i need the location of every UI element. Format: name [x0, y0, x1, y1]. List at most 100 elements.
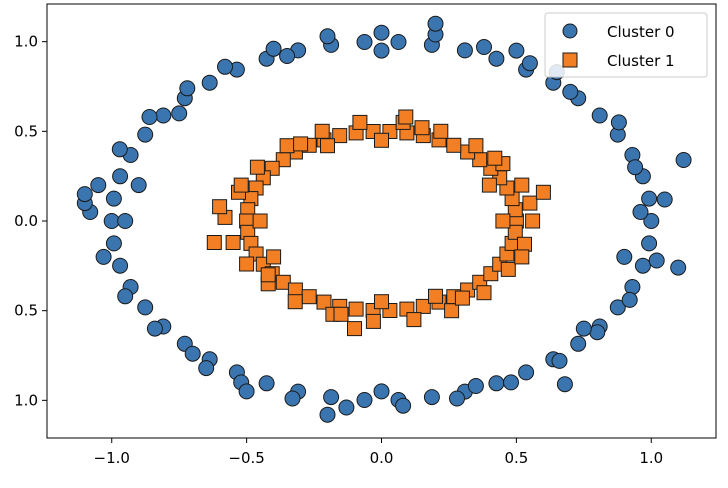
series-0-point-58 — [319, 28, 336, 45]
series-1-point-56 — [352, 114, 368, 130]
series-0-point-90 — [117, 213, 134, 229]
series-1-point-71 — [500, 261, 516, 277]
series-1-point-33 — [301, 289, 317, 305]
series-1-point-40 — [415, 298, 431, 314]
series-0-point-84 — [556, 376, 573, 393]
series-0-point-29 — [137, 299, 154, 316]
series-1-point-57 — [314, 123, 330, 139]
y-axis: 1.0 0.5 0.0 0.5 1.0 — [14, 33, 47, 409]
series-1-point-84 — [252, 213, 268, 229]
series-0-point-21 — [137, 126, 154, 143]
x-tick-label-1: −0.5 — [228, 449, 264, 467]
legend-label-cluster-1: Cluster 1 — [607, 52, 675, 70]
series-0-point-39 — [423, 389, 440, 406]
series-0-point-25 — [103, 213, 120, 229]
series-1-point-63 — [239, 256, 255, 272]
series-1-point-74 — [206, 235, 222, 250]
series-1-point-80 — [260, 267, 276, 283]
series-0-point-49 — [641, 235, 658, 252]
series-0-point-48 — [634, 257, 651, 274]
series-0-point-89 — [632, 204, 649, 220]
series-1-point-34 — [316, 294, 332, 310]
series-1-point-70 — [476, 285, 492, 301]
x-tick-label-2: 0.0 — [370, 449, 394, 467]
series-1-point-81 — [454, 290, 470, 306]
series-1-point-82 — [293, 136, 309, 152]
series-0-point-59 — [265, 40, 282, 57]
series-1-point-15 — [332, 128, 348, 144]
series-0-point-96 — [373, 42, 390, 59]
x-axis: −1.0 −0.5 0.0 0.5 1.0 — [94, 438, 663, 467]
series-0-point-72 — [338, 399, 355, 416]
series-0-point-81 — [670, 259, 687, 276]
series-0-point-1 — [641, 190, 658, 207]
series-0-point-27 — [112, 257, 129, 274]
series-0-point-42 — [518, 364, 535, 381]
series-0-point-63 — [111, 141, 128, 158]
series-1-point-59 — [249, 159, 265, 175]
series-0-point-88 — [198, 360, 215, 377]
series-0-point-34 — [258, 375, 275, 392]
series-1-point-50 — [522, 195, 538, 211]
series-1-point-65 — [287, 294, 303, 310]
series-1-point-73 — [525, 213, 541, 229]
series-1-point-89 — [428, 288, 443, 304]
series-1-point-86 — [374, 294, 389, 310]
series-0-point-57 — [373, 24, 390, 41]
series-1-point-87 — [481, 177, 497, 193]
series-0-point-79 — [648, 252, 665, 269]
series-0-point-67 — [117, 288, 134, 305]
series-0-point-23 — [112, 168, 129, 185]
series-0-point-66 — [95, 248, 112, 265]
series-0-point-55 — [476, 39, 492, 55]
series-1-point-68 — [406, 312, 422, 328]
series-1-point-58 — [279, 138, 295, 154]
x-tick-label-0: −1.0 — [94, 449, 130, 467]
series-0-point-86 — [319, 406, 336, 423]
legend-marker-cluster-0 — [562, 23, 578, 39]
y-tick-label-3: 0.5 — [14, 302, 38, 320]
series-1-point-54 — [433, 123, 449, 139]
series-1-point-90 — [320, 138, 335, 154]
series-0-point-73 — [395, 397, 412, 414]
series-0-point-80 — [675, 152, 692, 168]
series-0-point-93 — [508, 42, 525, 59]
series-1-point-51 — [514, 177, 530, 193]
series-0-point-75 — [503, 374, 519, 391]
series-0-point-78 — [621, 291, 638, 308]
y-tick-label-2: 0.0 — [14, 212, 38, 230]
series-0-point-53 — [562, 83, 579, 100]
series-0-point-100 — [279, 48, 296, 64]
series-0-point-9 — [488, 50, 505, 67]
legend-box — [544, 12, 708, 78]
series-1-point-79 — [487, 150, 503, 166]
series-1-point-88 — [266, 249, 282, 265]
series-0-point-95 — [373, 383, 390, 400]
series-0-point-13 — [356, 34, 373, 50]
series-1-point-62 — [225, 235, 241, 250]
legend-label-cluster-0: Cluster 0 — [607, 23, 675, 41]
series-1-point-76 — [212, 199, 228, 215]
series-0-point-51 — [627, 159, 644, 176]
series-0-point-74 — [449, 390, 465, 407]
series-0-point-47 — [624, 279, 641, 295]
series-0-point-97 — [575, 320, 592, 337]
series-0-point-83 — [76, 186, 93, 203]
series-0-point-36 — [323, 389, 340, 406]
series-1-point-75 — [535, 184, 551, 200]
series-0-point-69 — [184, 345, 201, 362]
series-0-point-18 — [201, 74, 218, 91]
series-0-point-60 — [217, 58, 233, 75]
series-0-point-26 — [105, 235, 122, 252]
series-0-point-62 — [141, 109, 158, 125]
series-1-point-72 — [517, 236, 532, 252]
series-1-point-67 — [365, 313, 381, 329]
series-0-point-5 — [591, 107, 608, 124]
series-0-point-37 — [356, 392, 373, 408]
series-1-point-53 — [468, 138, 484, 154]
y-tick-label-4: 1.0 — [14, 391, 38, 409]
series-0-point-44 — [570, 335, 587, 352]
series-0-point-46 — [609, 299, 626, 316]
series-0-point-99 — [467, 378, 484, 394]
